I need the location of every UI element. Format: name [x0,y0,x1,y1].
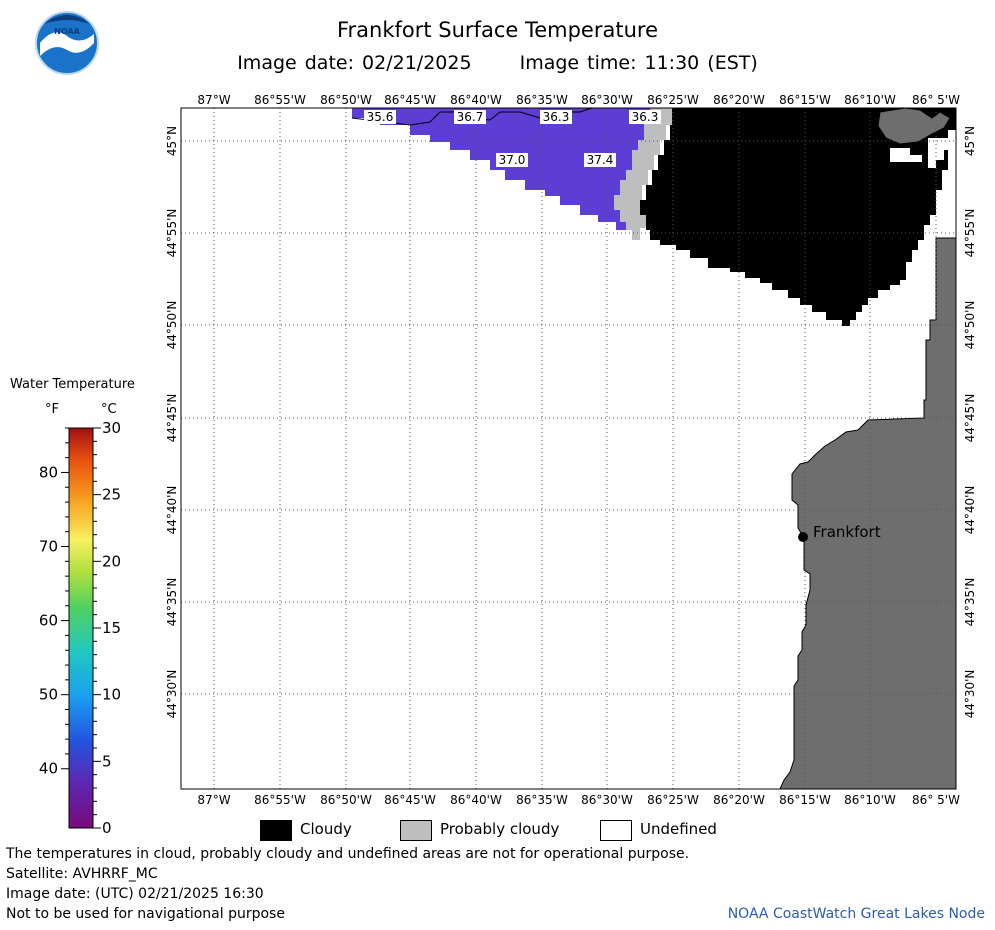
temp-label: 37.0 [499,153,526,167]
temp-label: 37.4 [587,153,614,167]
undefined-gap [890,148,922,162]
lon-label-bottom: 86° 5'W [912,793,960,807]
legend-cloudy: Cloudy [300,820,352,838]
temp-label-bg [454,110,486,124]
legend-undefined: Undefined [640,820,717,838]
lat-label-right: 44°45'N [963,394,977,443]
lat-label-left: 44°45'N [165,394,179,443]
colorbar-unit-c: °C [101,402,117,417]
map-border [180,107,957,790]
colorbar-label-c: 15 [102,619,121,637]
legend-swatch-probably-cloudy [400,820,432,841]
image-date: Image date: 02/21/2025 [237,52,472,74]
lon-label-bottom: 86°25'W [647,793,699,807]
image-time: Image time: 11:30 (EST) [519,52,758,74]
water-temperature-area [352,108,650,230]
lat-label-right: 44°30'N [963,670,977,719]
colorbar-label-f: 70 [39,538,58,556]
svg-text:NOAA: NOAA [54,27,80,36]
lon-label-bottom: 86°30'W [581,793,633,807]
lon-label-bottom: 87°W [197,793,230,807]
lat-label-left: 44°55'N [165,209,179,258]
legend-swatch-undefined [600,820,632,841]
map-grid [181,108,956,789]
lon-label-top: 86°55'W [254,93,306,107]
lon-label-bottom: 86°10'W [844,793,896,807]
lat-label-left: 44°35'N [165,578,179,627]
colorbar-label-f: 50 [39,686,58,704]
lon-label-top: 86°10'W [844,93,896,107]
colorbar-unit-f: °F [45,402,59,417]
temp-label-bg [629,110,661,124]
land-mainland [779,237,956,789]
lat-label-right: 45°N [963,126,977,156]
legend-swatch-cloudy [260,820,292,841]
colorbar-label-f: 80 [39,463,58,481]
colorbar-label-f: 40 [39,760,58,778]
lon-label-bottom: 86°55'W [254,793,306,807]
lon-label-top: 86°30'W [581,93,633,107]
colorbar-label-c: 5 [102,752,112,770]
temp-label: 35.6 [367,110,394,124]
temp-label-bg [496,153,528,167]
legend-probably-cloudy: Probably cloudy [440,820,560,838]
frankfort-marker-icon[interactable] [798,532,808,542]
undefined-gap [928,138,950,168]
lat-label-left: 44°50'N [165,301,179,350]
page-title: Frankfort Surface Temperature [336,18,658,42]
noaa-logo-icon: NOAA [35,11,99,75]
temp-label-bg [540,110,572,124]
temp-label-bg [584,153,616,167]
lon-label-top: 87°W [197,93,230,107]
lon-label-bottom: 86°40'W [450,793,502,807]
temp-label: 36.7 [457,110,484,124]
lon-label-top: 86°15'W [779,93,831,107]
land-island [877,108,951,145]
lon-label-bottom: 86°45'W [384,793,436,807]
lat-label-right: 44°50'N [963,301,977,350]
image-subtitle: Image date: 02/21/2025 Image time: 11:30… [0,52,995,74]
colorbar-title: Water Temperature [10,377,135,392]
lon-label-bottom: 86°15'W [779,793,831,807]
lon-label-top: 86°25'W [647,93,699,107]
temp-label: 36.3 [632,110,659,124]
lon-label-top: 86°50'W [320,93,372,107]
lon-label-top: 86° 5'W [912,93,960,107]
lat-label-left: 44°40'N [165,486,179,535]
footer-utc-date: Image date: (UTC) 02/21/2025 16:30 [6,886,264,902]
credit-link[interactable]: NOAA CoastWatch Great Lakes Node [727,906,985,922]
lon-label-top: 86°20'W [713,93,765,107]
lat-label-left: 44°30'N [165,670,179,719]
temp-label-bg [364,110,396,124]
lat-label-right: 44°40'N [963,486,977,535]
lat-label-right: 44°35'N [963,578,977,627]
colorbar-label-c: 0 [102,819,112,837]
lon-label-top: 86°35'W [516,93,568,107]
footer-nav-warning: Not to be used for navigational purpose [6,906,285,922]
lon-label-bottom: 86°20'W [713,793,765,807]
lat-label-left: 45°N [165,126,179,156]
colorbar-label-c: 25 [102,486,121,504]
colorbar-label-c: 10 [102,686,121,704]
lon-label-bottom: 86°35'W [516,793,568,807]
lon-label-top: 86°45'W [384,93,436,107]
colorbar-label-c: 20 [102,552,121,570]
colorbar-label-c: 30 [102,419,121,437]
lon-label-bottom: 86°50'W [320,793,372,807]
lon-label-top: 86°40'W [450,93,502,107]
city-label: Frankfort [813,523,881,541]
footer-satellite: Satellite: AVHRRF_MC [6,866,158,882]
colorbar [68,427,94,829]
cloudy-area [640,108,956,326]
temp-label: 36.3 [543,110,570,124]
colorbar-label-f: 60 [39,612,58,630]
footer-note: The temperatures in cloud, probably clou… [6,846,690,862]
lat-label-right: 44°55'N [963,209,977,258]
